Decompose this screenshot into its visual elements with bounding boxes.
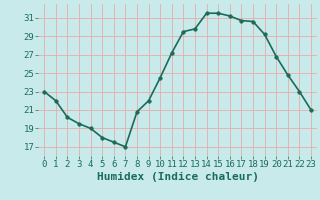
X-axis label: Humidex (Indice chaleur): Humidex (Indice chaleur) [97,172,259,182]
